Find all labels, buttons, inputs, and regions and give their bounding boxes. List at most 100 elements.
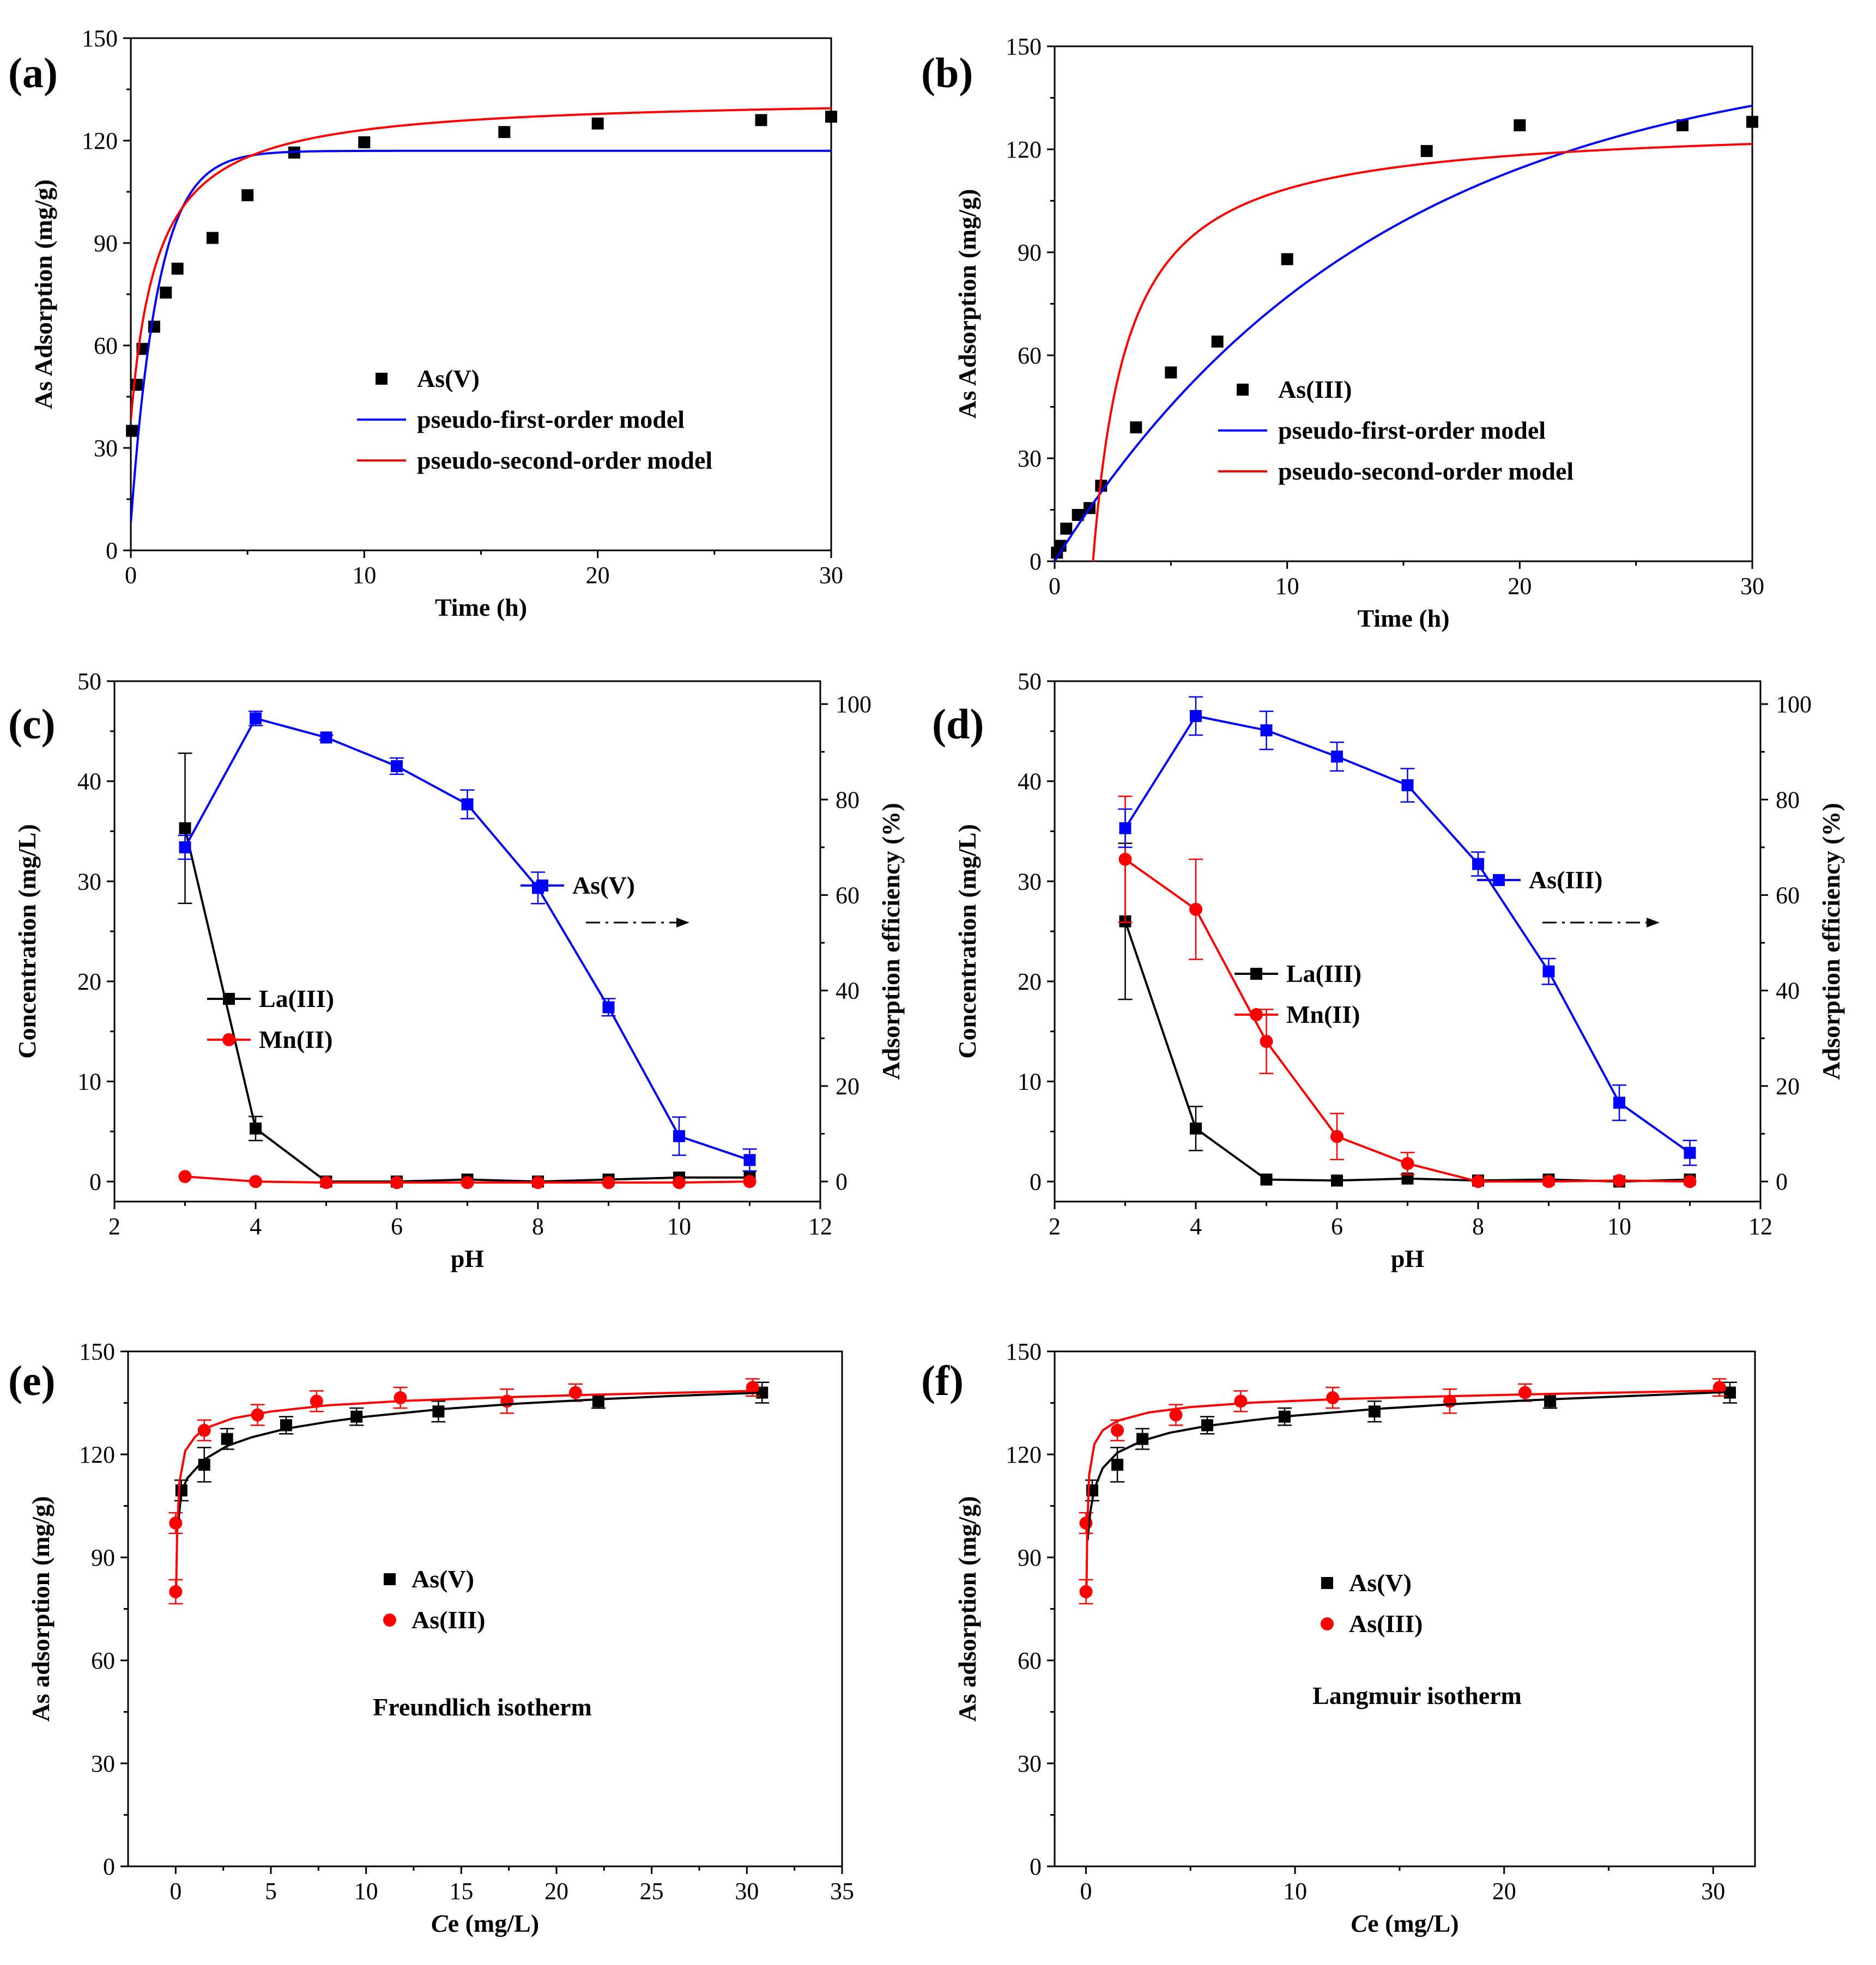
data-point-as-iii- <box>1401 779 1414 791</box>
x-tick-label: 25 <box>640 1878 664 1905</box>
panel-b: 0 10 20 30 0 30 60 90 120 150 Time (h) As Adsorptio… <box>953 33 1764 632</box>
data-point-as-v- <box>755 114 767 126</box>
data-point-as-v- <box>591 117 604 130</box>
x-tick-label: 8 <box>532 1213 544 1240</box>
x-axis-title: pH <box>1391 1245 1425 1272</box>
legend-swatch-as-iii- <box>1237 384 1249 396</box>
panel-f-legend: As(V) As(III) <box>1321 1569 1423 1637</box>
legend-label-as-v-: As(V) <box>572 871 635 899</box>
data-point-as-v- <box>825 111 837 123</box>
panel-d: 2 4 6 8 10 1201020304050020406080100pHConcent… <box>953 668 1845 1272</box>
data-point-as-iii- <box>1072 508 1084 521</box>
data-point-mn-ii- <box>1118 852 1132 866</box>
x-tick-label: 6 <box>1331 1213 1343 1240</box>
data-point-as-iii- <box>1165 366 1177 379</box>
data-point-as-v- <box>1111 1458 1124 1471</box>
data-point-la-iii- <box>1190 1122 1202 1135</box>
y-tick-label: 120 <box>82 128 118 154</box>
data-point-as-iii- <box>197 1423 211 1437</box>
x-tick-label: 20 <box>1492 1878 1516 1905</box>
x-tick-label: 10 <box>1607 1213 1631 1240</box>
right-axis-arrow-head <box>676 918 689 927</box>
data-point-as-iii- <box>1119 822 1131 834</box>
data-point-mn-ii- <box>178 1170 192 1184</box>
data-point-as-iii- <box>1260 724 1273 737</box>
panel-label-c: (c) <box>8 700 56 748</box>
fit-curve-as-iii-fit <box>175 1390 757 1599</box>
x-axis-title-italic: C <box>1351 1909 1368 1937</box>
y-axis-title: As adsorption (mg/g) <box>27 1496 55 1721</box>
x-tick-label: 8 <box>1472 1213 1484 1240</box>
y2-tick-label: 60 <box>1776 882 1800 909</box>
panel-d-data <box>1118 696 1697 1188</box>
y2-tick-label: 80 <box>836 786 860 813</box>
panel-f: 0 10 20 30 0 30 60 90 120 150 Ce (mg/L) As adsorpti… <box>953 1338 1756 1937</box>
data-point-mn-ii- <box>531 1176 544 1190</box>
data-point-mn-ii- <box>461 1176 474 1190</box>
panel-label-a: (a) <box>8 49 58 96</box>
y2-tick-label: 80 <box>1776 786 1800 813</box>
y-tick-label: 10 <box>77 1069 101 1095</box>
panel-d-frame <box>1054 680 1762 1203</box>
y-axis-title: As adsorption (mg/g) <box>953 1496 981 1721</box>
data-point-la-iii- <box>179 822 191 834</box>
x-tick-label: 0 <box>170 1878 181 1905</box>
legend-swatch-as-v- <box>536 880 548 891</box>
data-point-as-v- <box>221 1433 233 1445</box>
y2-tick-label: 100 <box>1776 691 1812 718</box>
data-point-mn-ii- <box>249 1175 262 1188</box>
data-point-as-iii- <box>1111 1423 1124 1437</box>
x-tick-label: 10 <box>1283 1878 1307 1905</box>
legend-swatch-as-iii- <box>383 1614 396 1627</box>
panel-label-f: (f) <box>921 1357 964 1404</box>
y2-tick-label: 20 <box>1776 1073 1800 1100</box>
data-point-as-iii- <box>1542 965 1555 978</box>
panel-c-frame <box>113 680 821 1203</box>
y-tick-label: 0 <box>1030 1853 1042 1880</box>
y-tick-label: 0 <box>1030 1168 1042 1195</box>
x-tick-label: 30 <box>735 1878 759 1905</box>
y-tick-label: 10 <box>1018 1069 1042 1095</box>
y2-tick-label: 0 <box>836 1168 848 1195</box>
data-point-as-iii- <box>1472 858 1484 870</box>
legend-label-as-v-: As(V) <box>1349 1569 1412 1597</box>
data-point-as-v- <box>130 379 143 391</box>
panel-f-frame <box>1054 1350 1756 1867</box>
data-point-as-iii- <box>1060 523 1073 535</box>
legend-label-la-iii-: La(III) <box>1286 960 1361 987</box>
x-axis-title-italic: C <box>431 1909 449 1937</box>
data-point-as-v- <box>171 263 184 275</box>
data-point-as-v- <box>250 712 262 725</box>
panel-label-d: (d) <box>932 700 984 748</box>
data-point-mn-ii- <box>743 1175 757 1188</box>
annotation-e: Freundlich isotherm <box>373 1693 592 1721</box>
y-tick-label: 30 <box>1018 1750 1042 1777</box>
y-tick-label: 150 <box>79 1338 115 1365</box>
panel-e-data <box>168 1378 770 1605</box>
y-tick-label: 40 <box>1018 768 1042 795</box>
x-tick-label: 30 <box>1740 573 1764 599</box>
legend-label-as-iii-: As(III) <box>1529 866 1602 894</box>
data-point-as-iii- <box>1518 1386 1532 1399</box>
legend-label-mn-ii-: Mn(II) <box>259 1026 332 1053</box>
y2-tick-label: 20 <box>836 1073 860 1100</box>
model-curve-pseudo-first-order-model <box>1055 105 1752 561</box>
panel-c-data <box>178 710 757 1190</box>
data-point-mn-ii- <box>602 1176 615 1190</box>
series-line-mn-ii- <box>1124 858 1690 1183</box>
y-tick-label: 60 <box>1018 1647 1042 1674</box>
x-tick-label: 15 <box>449 1878 473 1905</box>
data-point-as-iii- <box>1684 1147 1696 1159</box>
data-point-mn-ii- <box>390 1176 403 1190</box>
panel-a: 0 10 20 30 0 30 60 90 120 150 Time (h) As Adsorptio… <box>29 25 843 621</box>
y-tick-label: 120 <box>1006 136 1042 163</box>
x-axis-title-rest: e (mg/L) <box>448 1909 539 1937</box>
y2-axis-title: Adsorption efficiency (%) <box>877 803 905 1079</box>
data-point-as-iii- <box>1514 119 1526 131</box>
y-tick-label: 0 <box>106 537 118 564</box>
y2-axis-title: Adsorption efficiency (%) <box>1817 803 1845 1079</box>
x-tick-label: 10 <box>352 562 376 589</box>
y-tick-label: 50 <box>77 668 101 695</box>
model-curve-pseudo-second-order-model <box>131 107 831 421</box>
